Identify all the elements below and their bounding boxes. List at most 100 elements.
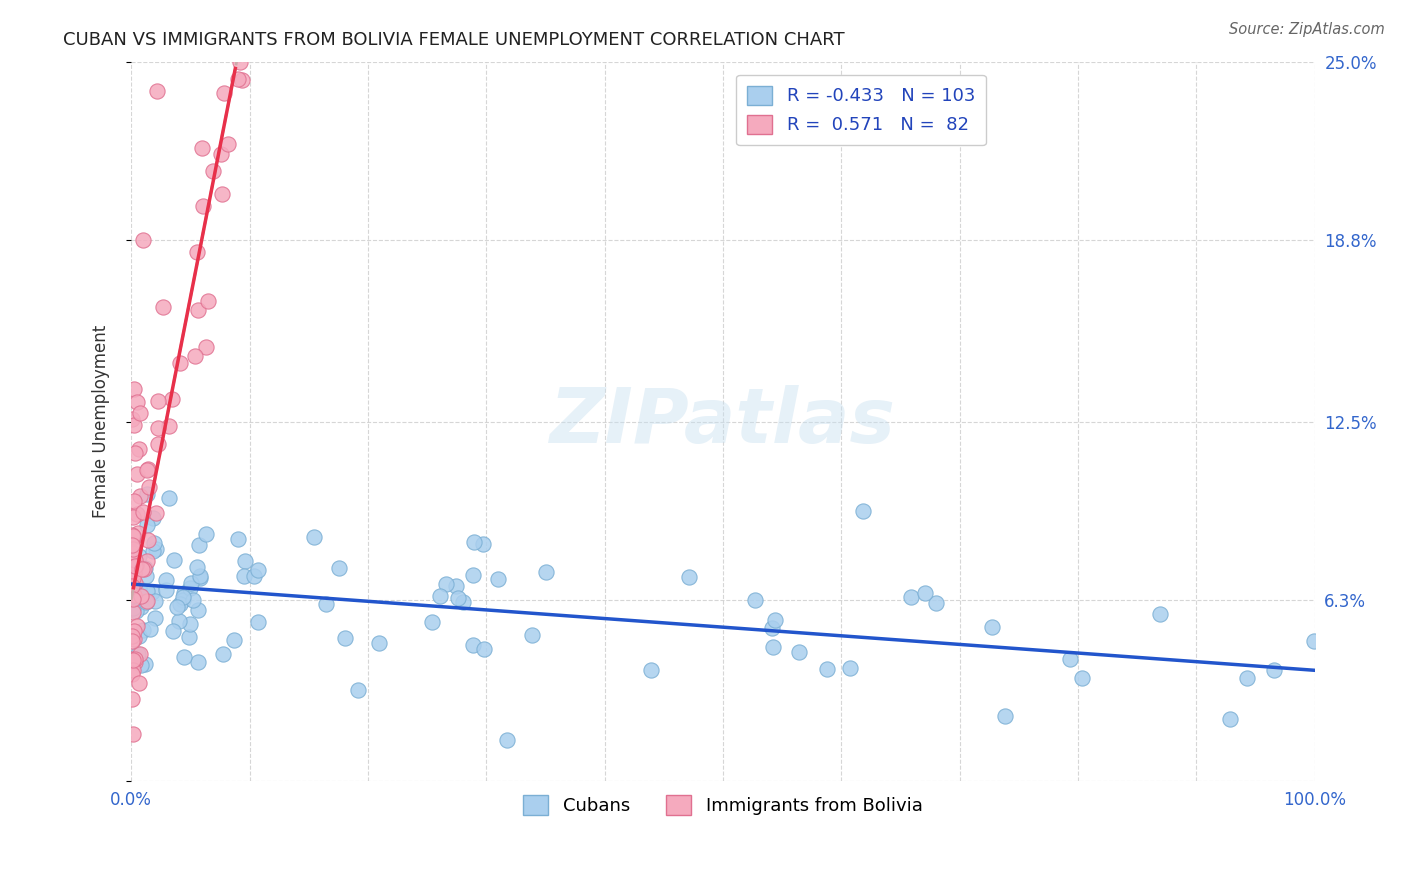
Point	[233, 569, 256, 583]
Point	[136, 594, 159, 608]
Point	[851, 504, 873, 518]
Point	[231, 73, 253, 87]
Point	[121, 628, 143, 642]
Point	[471, 537, 494, 551]
Point	[197, 294, 219, 309]
Point	[212, 647, 235, 661]
Text: CUBAN VS IMMIGRANTS FROM BOLIVIA FEMALE UNEMPLOYMENT CORRELATION CHART: CUBAN VS IMMIGRANTS FROM BOLIVIA FEMALE …	[63, 31, 845, 49]
Point	[744, 593, 766, 607]
Point	[125, 604, 148, 618]
Point	[1263, 663, 1285, 677]
Point	[135, 486, 157, 500]
Point	[163, 552, 186, 566]
Point	[228, 55, 250, 70]
Point	[463, 534, 485, 549]
Point	[127, 395, 149, 409]
Point	[447, 591, 470, 605]
Point	[121, 666, 143, 681]
Point	[142, 511, 165, 525]
Point	[122, 624, 145, 639]
Point	[122, 530, 145, 544]
Point	[451, 595, 474, 609]
Point	[122, 605, 145, 619]
Point	[131, 658, 153, 673]
Point	[129, 589, 152, 603]
Point	[128, 549, 150, 563]
Point	[187, 655, 209, 669]
Point	[172, 593, 194, 607]
Point	[763, 613, 786, 627]
Point	[124, 559, 146, 574]
Point	[121, 651, 143, 665]
Point	[1059, 652, 1081, 666]
Point	[124, 655, 146, 669]
Point	[139, 623, 162, 637]
Point	[155, 582, 177, 597]
Point	[146, 420, 169, 434]
Point	[134, 657, 156, 671]
Point	[201, 164, 224, 178]
Point	[640, 663, 662, 677]
Point	[136, 533, 159, 547]
Point	[246, 563, 269, 577]
Point	[124, 552, 146, 566]
Point	[129, 489, 152, 503]
Point	[146, 394, 169, 409]
Point	[122, 566, 145, 580]
Point	[302, 530, 325, 544]
Point	[128, 647, 150, 661]
Point	[900, 590, 922, 604]
Point	[924, 596, 946, 610]
Point	[463, 568, 485, 582]
Point	[246, 615, 269, 629]
Point	[179, 581, 201, 595]
Point	[678, 570, 700, 584]
Point	[522, 627, 544, 641]
Point	[128, 442, 150, 456]
Point	[121, 538, 143, 552]
Point	[1070, 671, 1092, 685]
Point	[122, 494, 145, 508]
Point	[124, 418, 146, 433]
Point	[994, 709, 1017, 723]
Point	[226, 72, 249, 87]
Point	[534, 565, 557, 579]
Point	[132, 562, 155, 576]
Point	[122, 664, 145, 678]
Point	[162, 392, 184, 406]
Point	[122, 571, 145, 585]
Point	[143, 611, 166, 625]
Point	[121, 541, 143, 556]
Point	[162, 624, 184, 639]
Point	[193, 199, 215, 213]
Point	[128, 676, 150, 690]
Point	[135, 584, 157, 599]
Point	[1236, 671, 1258, 685]
Point	[121, 546, 143, 560]
Point	[187, 302, 209, 317]
Point	[181, 593, 204, 607]
Point	[787, 645, 810, 659]
Point	[367, 636, 389, 650]
Point	[121, 554, 143, 568]
Point	[217, 136, 239, 151]
Y-axis label: Female Unemployment: Female Unemployment	[93, 325, 110, 518]
Point	[177, 630, 200, 644]
Point	[145, 506, 167, 520]
Point	[243, 569, 266, 583]
Point	[169, 356, 191, 370]
Point	[121, 692, 143, 706]
Point	[132, 505, 155, 519]
Point	[127, 526, 149, 541]
Point	[129, 600, 152, 615]
Point	[152, 300, 174, 314]
Point	[122, 591, 145, 606]
Point	[186, 245, 208, 260]
Point	[914, 586, 936, 600]
Point	[121, 545, 143, 559]
Point	[141, 584, 163, 599]
Point	[212, 86, 235, 100]
Point	[429, 589, 451, 603]
Point	[166, 599, 188, 614]
Point	[138, 480, 160, 494]
